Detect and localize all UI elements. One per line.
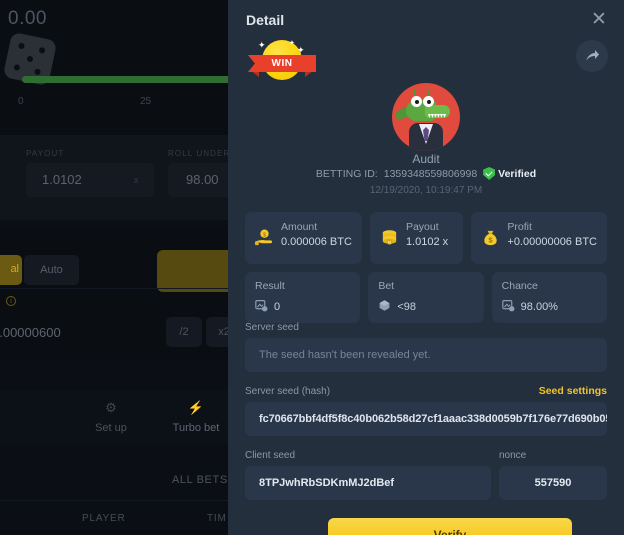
balance-display: 0.00 xyxy=(8,8,47,29)
win-badge: ✦ ✦ ✦ WIN xyxy=(248,38,316,84)
server-seed-hash-label: Server seed (hash) xyxy=(245,386,331,397)
stat-cards: $ Amount 0.000006 BTC xyxy=(245,212,607,323)
card-profit-value: +0.00000006 BTC xyxy=(507,236,597,248)
verify-button[interactable]: Verify xyxy=(328,518,572,535)
avatar-tie xyxy=(423,127,429,141)
card-chance-value: 98.00% xyxy=(520,301,558,313)
ribbon-tail-left xyxy=(250,70,259,77)
money-bag-icon: $ xyxy=(481,221,500,252)
stat-card-row-1: $ Amount 0.000006 BTC xyxy=(245,212,607,264)
server-seed-label: Server seed xyxy=(245,322,299,333)
sparkle-icon: ✦ xyxy=(297,45,305,55)
server-seed-hash-input[interactable]: fc70667bbf4df5f8c40b062b58d27cf1aaac338d… xyxy=(245,402,607,436)
avatar-brow xyxy=(427,90,429,96)
avatar-pupil xyxy=(427,100,431,104)
coin-stack-icon: N xyxy=(380,221,399,252)
card-amount-value: 0.000006 BTC xyxy=(281,236,352,248)
client-seed-label: Client seed xyxy=(245,450,296,461)
card-payout: N Payout 1.0102 x xyxy=(369,212,464,264)
server-seed-input[interactable]: The seed hasn't been revealed yet. xyxy=(245,338,607,372)
shield-check-icon xyxy=(483,167,496,180)
tab-auto[interactable]: Auto xyxy=(24,255,79,285)
card-profit-label: Profit xyxy=(507,221,532,233)
hand-coin-icon: $ xyxy=(255,221,274,252)
payout-suffix: x xyxy=(134,175,139,185)
ribbon-tail-right xyxy=(305,70,314,77)
detail-panel: Detail ✕ ✦ ✦ ✦ WIN xyxy=(228,0,624,535)
result-icon xyxy=(255,299,268,315)
card-profit: $ Profit +0.00000006 BTC xyxy=(471,212,607,264)
column-time: TIM xyxy=(207,513,227,524)
cube-icon xyxy=(378,299,391,315)
svg-text:N: N xyxy=(388,240,391,245)
betting-id-row: BETTING ID: 1359348559806998 Verified xyxy=(228,167,624,180)
lightning-icon: ⚡ xyxy=(187,400,205,415)
card-payout-value: 1.0102 x xyxy=(405,236,449,248)
panel-title: Detail xyxy=(246,12,285,28)
card-result-value: 0 xyxy=(274,301,281,313)
card-payout-label: Payout xyxy=(405,221,439,233)
panel-header: Detail ✕ xyxy=(228,0,624,40)
tab-manual[interactable]: al xyxy=(0,255,22,285)
stat-card-row-2: Result 0 xyxy=(245,272,607,323)
setup-label: Set up xyxy=(95,422,127,434)
card-amount: $ Amount 0.000006 BTC xyxy=(245,212,362,264)
betting-id-value: 1359348559806998 xyxy=(383,167,478,180)
client-seed-input[interactable]: 8TPJwhRbSDKmMJ2dBef xyxy=(245,466,491,500)
seed-settings-link[interactable]: Seed settings xyxy=(538,385,607,397)
bet-timestamp: 12/19/2020, 10:19:47 PM xyxy=(369,185,483,196)
slider-tick-25: 25 xyxy=(140,96,152,107)
roll-slider-fill[interactable] xyxy=(22,76,382,83)
card-amount-label: Amount xyxy=(281,221,318,233)
svg-text:$: $ xyxy=(489,235,494,244)
card-bet-label: Bet xyxy=(378,280,395,292)
card-result-label: Result xyxy=(255,280,285,292)
avatar-pupil xyxy=(415,100,419,104)
column-player: PLAYER xyxy=(82,513,126,524)
gear-icon: ⚙ xyxy=(105,400,117,415)
nonce-field: nonce 557590 xyxy=(499,450,607,500)
user-name: Audit xyxy=(412,152,440,166)
all-bets-tab[interactable]: ALL BETS xyxy=(172,474,228,486)
amount-value: 0.00000600 xyxy=(0,325,61,340)
server-seed-hash-field: Server seed (hash) Seed settings fc70667… xyxy=(245,385,607,436)
sparkle-icon: ✦ xyxy=(289,40,295,47)
amount-half-button[interactable]: /2 xyxy=(166,317,202,347)
turbo-bet-button[interactable]: ⚡ Turbo bet xyxy=(161,400,231,434)
setup-button[interactable]: ⚙ Set up xyxy=(76,400,146,434)
avatar xyxy=(392,83,460,151)
tab-manual-label: al xyxy=(10,263,19,275)
card-chance: Chance 98.00% xyxy=(491,272,607,323)
sparkle-icon: ✦ xyxy=(258,40,266,50)
card-bet-value: <98 xyxy=(397,301,416,313)
payout-input[interactable] xyxy=(26,163,154,197)
betting-id-label: BETTING ID: xyxy=(315,167,378,180)
payout-label: PAYOUT xyxy=(26,149,65,158)
card-bet: Bet <98 xyxy=(368,272,484,323)
amount-label: T xyxy=(0,297,1,307)
slider-tick-0: 0 xyxy=(18,96,24,107)
card-result: Result 0 xyxy=(245,272,361,323)
nonce-label: nonce xyxy=(499,450,527,461)
payout-value: 1.0102 xyxy=(42,172,82,187)
svg-text:$: $ xyxy=(263,233,267,239)
status-badge: Verified xyxy=(483,167,536,180)
roll-label: ROLL UNDER/OVER xyxy=(168,149,261,158)
card-chance-label: Chance xyxy=(501,280,538,292)
close-icon[interactable]: ✕ xyxy=(591,9,607,30)
info-icon[interactable]: i xyxy=(6,296,16,306)
chance-icon xyxy=(501,299,515,315)
win-label: WIN xyxy=(271,58,293,69)
avatar-brow xyxy=(414,90,416,96)
verified-label: Verified xyxy=(498,167,537,180)
bets-table-header: PLAYER TIM xyxy=(0,500,400,535)
server-seed-field: Server seed The seed hasn't been reveale… xyxy=(245,322,607,372)
share-icon[interactable] xyxy=(576,40,608,72)
win-ribbon: WIN xyxy=(248,55,316,72)
turbo-label: Turbo bet xyxy=(172,422,220,434)
client-seed-field: Client seed 8TPJwhRbSDKmMJ2dBef xyxy=(245,450,491,500)
roll-value: 98.00 xyxy=(186,172,219,187)
nonce-input[interactable]: 557590 xyxy=(499,466,607,500)
